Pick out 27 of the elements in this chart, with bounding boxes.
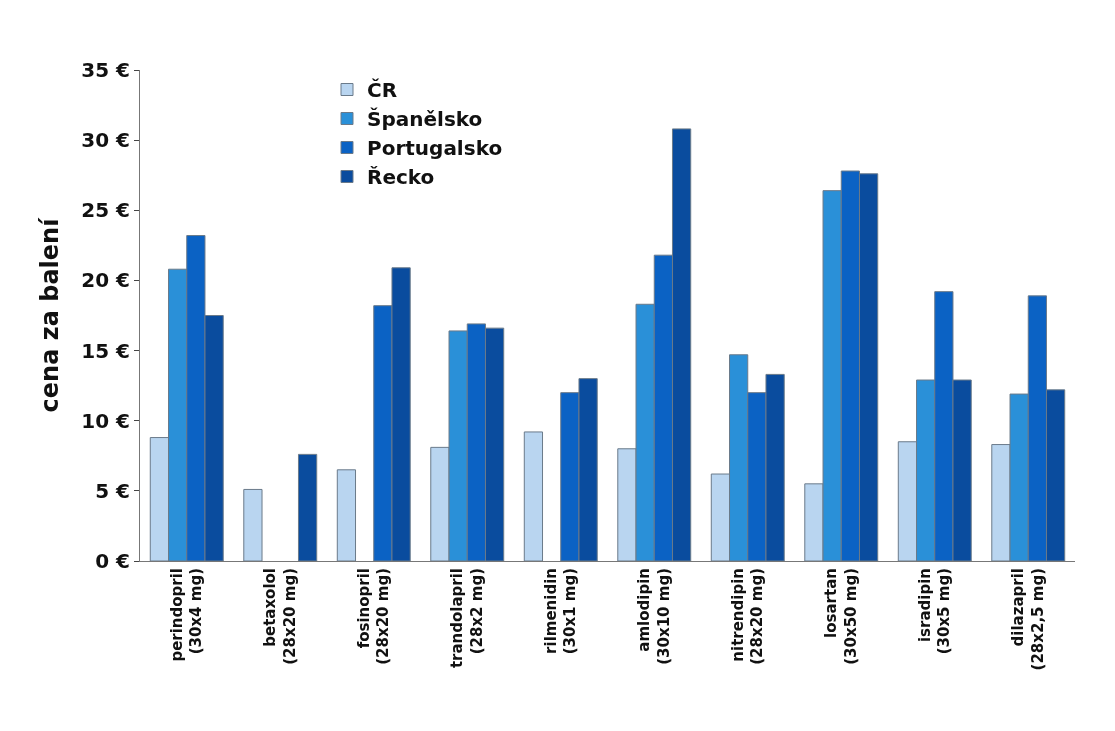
legend-label: ČR <box>367 78 398 103</box>
y-axis-title: cena za balení <box>36 216 65 413</box>
y-tick-label: 10 € <box>81 408 130 433</box>
x-tick-label: trandolapril (28x2 mg) <box>448 568 486 669</box>
x-tick-label: amlodipin (30x10 mg) <box>635 568 673 665</box>
y-tick-label: 30 € <box>81 128 130 153</box>
y-tick-label: 25 € <box>81 198 130 223</box>
legend-label: Španělsko <box>367 107 483 132</box>
x-tick-label: fosinopril (28x20 mg) <box>354 568 393 665</box>
x-tick-label: losartan (30x50 mg) <box>822 568 860 665</box>
x-tick-label: nitrendipin (28x20 mg) <box>728 568 767 665</box>
y-tick-label: 20 € <box>81 268 130 293</box>
bar <box>243 488 263 561</box>
y-tick-label: 35 € <box>81 58 130 82</box>
x-tick-label: rilmenidin (30x1 mg) <box>541 568 580 655</box>
bar <box>523 431 544 561</box>
bar <box>297 453 318 561</box>
y-tick-label: 5 € <box>95 478 130 503</box>
x-tick-label: dilazapril (28x2,5 mg) <box>1009 568 1047 671</box>
y-tick-label: 0 € <box>95 549 130 573</box>
x-tick-label: perindopril (30x4 mg) <box>167 568 206 662</box>
x-tick-label: isradipin (30x5 mg) <box>915 568 954 655</box>
x-tick-label: betaxolol (28x20 mg) <box>261 568 299 665</box>
legend-label: Řecko <box>367 165 435 190</box>
y-tick-label: 15 € <box>81 338 130 363</box>
legend-label: Portugalsko <box>367 136 503 161</box>
bar <box>336 469 357 561</box>
